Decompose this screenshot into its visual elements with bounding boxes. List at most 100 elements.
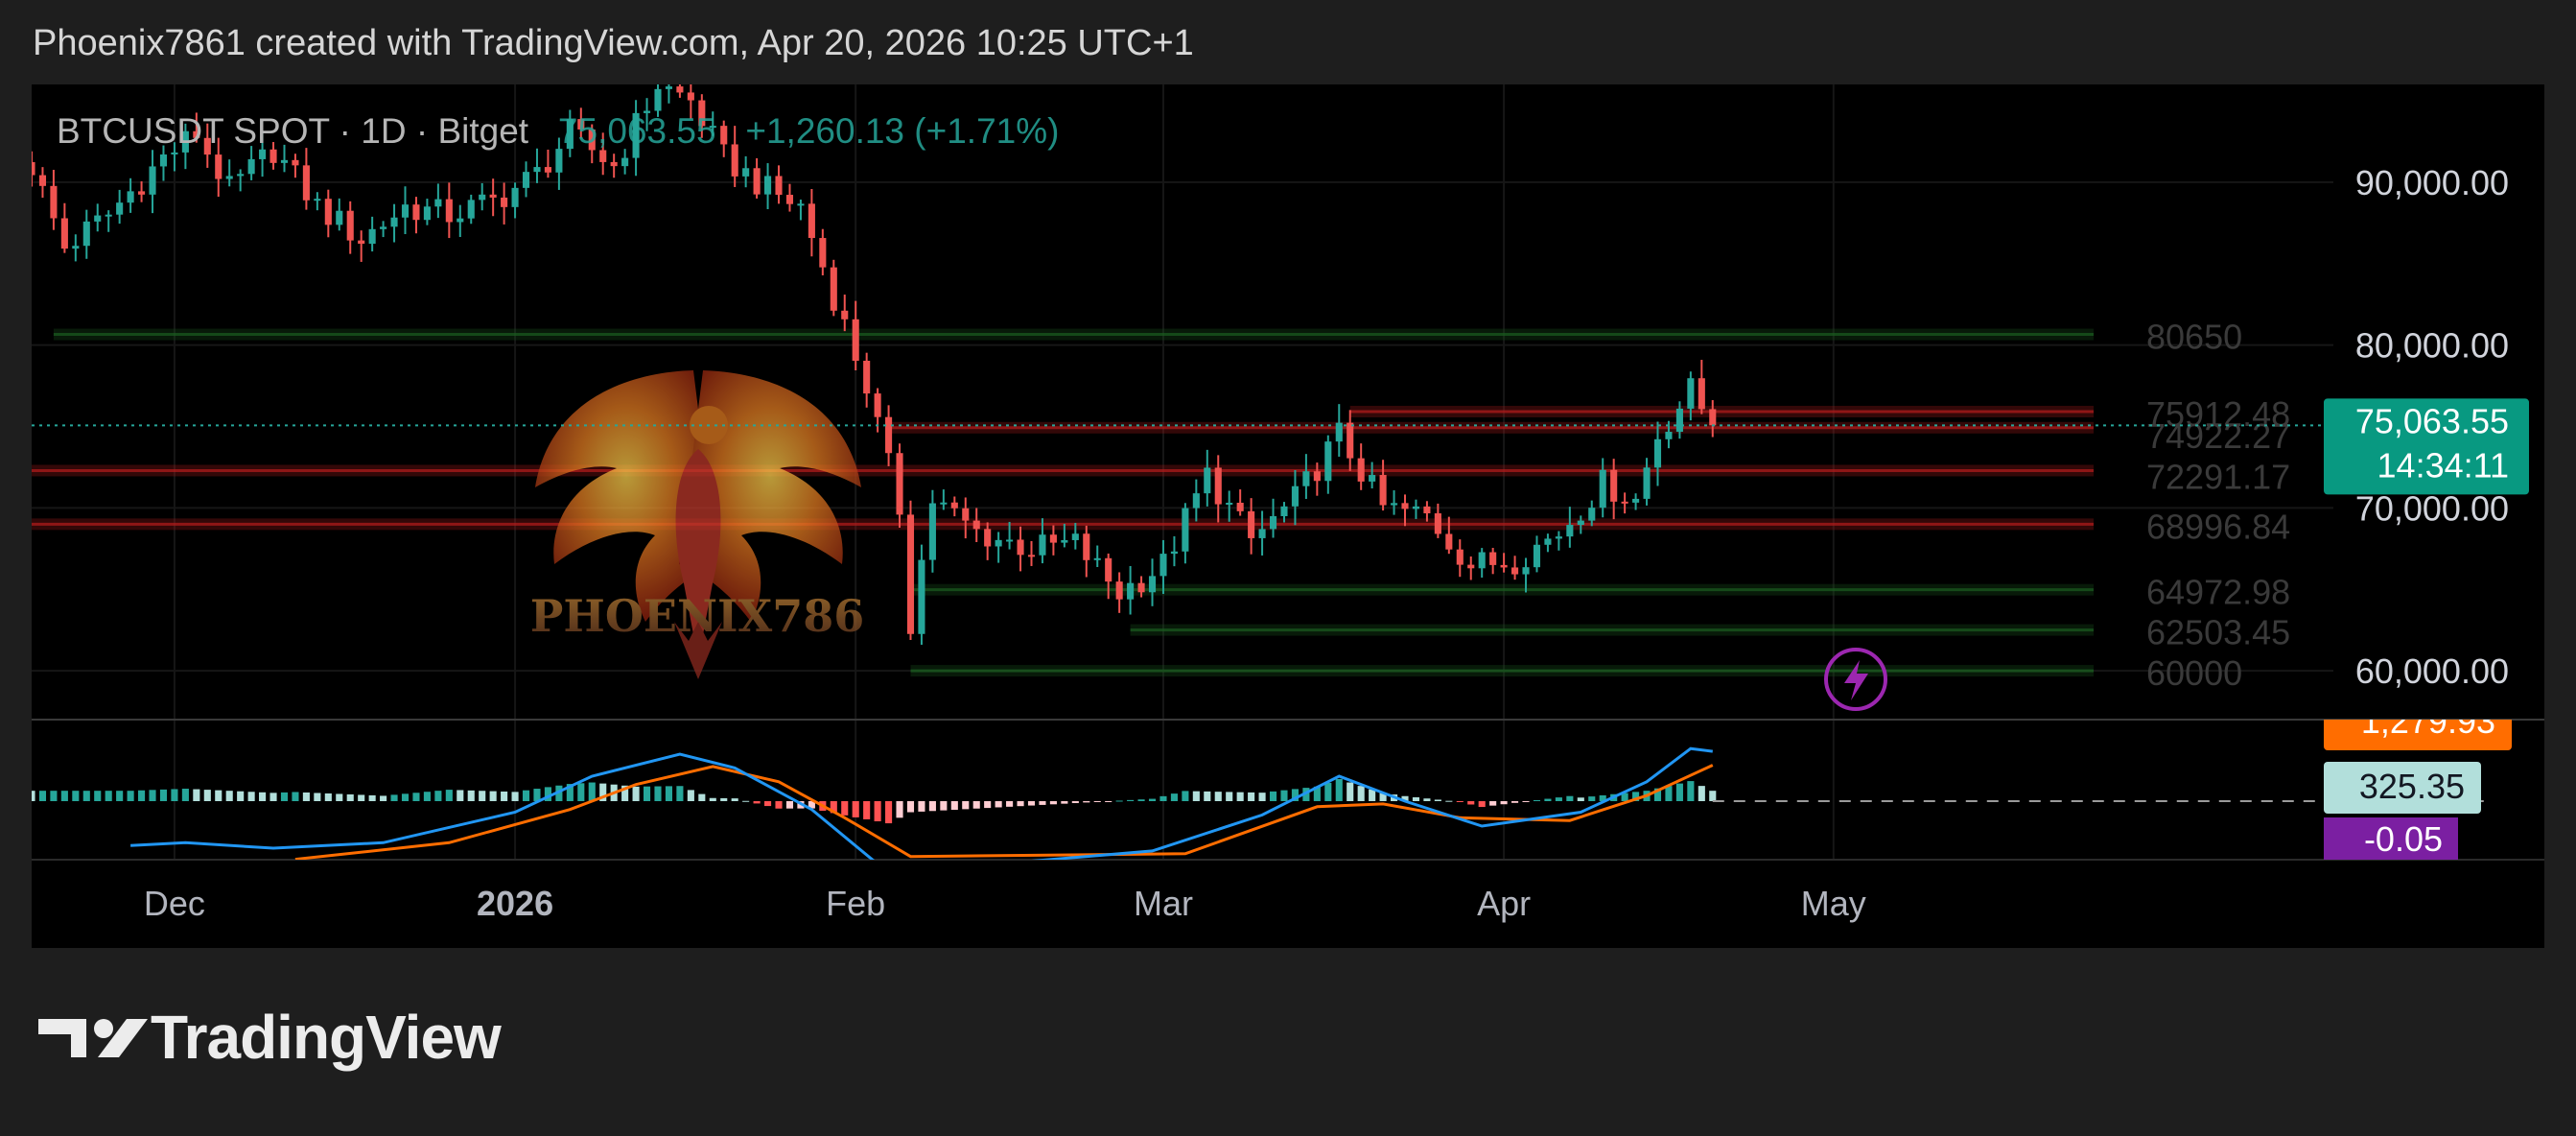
candle[interactable]: [1675, 401, 1683, 439]
candle[interactable]: [237, 169, 245, 192]
candle[interactable]: [621, 149, 629, 175]
candle[interactable]: [1148, 558, 1157, 606]
candle[interactable]: [1412, 499, 1420, 519]
candle[interactable]: [127, 178, 134, 213]
candle[interactable]: [896, 443, 903, 529]
candle[interactable]: [731, 126, 738, 187]
candle[interactable]: [676, 84, 684, 98]
candle[interactable]: [1258, 510, 1266, 556]
candle[interactable]: [467, 194, 475, 225]
candle[interactable]: [434, 183, 442, 219]
candle[interactable]: [138, 180, 146, 202]
candle[interactable]: [709, 111, 716, 136]
candle[interactable]: [1511, 556, 1519, 580]
candle[interactable]: [225, 159, 233, 187]
candle[interactable]: [1369, 462, 1376, 489]
candle[interactable]: [841, 295, 849, 332]
candle[interactable]: [1599, 458, 1606, 518]
candle[interactable]: [764, 163, 772, 210]
candle[interactable]: [302, 148, 310, 210]
candle[interactable]: [785, 183, 794, 212]
candle[interactable]: [247, 146, 255, 180]
candle[interactable]: [1434, 503, 1441, 538]
candle[interactable]: [203, 123, 211, 168]
candle[interactable]: [1478, 548, 1486, 578]
candle[interactable]: [423, 199, 431, 225]
candle[interactable]: [632, 100, 640, 177]
candle[interactable]: [643, 98, 651, 131]
candle[interactable]: [346, 201, 354, 254]
candle[interactable]: [863, 352, 871, 408]
candle[interactable]: [1159, 539, 1167, 594]
candle[interactable]: [1291, 469, 1299, 526]
candle[interactable]: [1105, 553, 1112, 600]
candle[interactable]: [1423, 501, 1431, 522]
candle[interactable]: [1555, 531, 1562, 551]
candle[interactable]: [544, 149, 551, 178]
candle[interactable]: [687, 84, 694, 119]
candle[interactable]: [259, 131, 267, 178]
candle[interactable]: [1347, 410, 1354, 471]
candle[interactable]: [72, 234, 80, 262]
candle[interactable]: [1357, 443, 1365, 490]
candle[interactable]: [1544, 533, 1552, 553]
candle[interactable]: [1137, 576, 1145, 598]
candle[interactable]: [1709, 400, 1717, 438]
candle[interactable]: [984, 522, 992, 560]
candle[interactable]: [1643, 458, 1651, 506]
candle[interactable]: [193, 112, 200, 143]
candle[interactable]: [1632, 493, 1640, 510]
candle[interactable]: [720, 120, 728, 157]
candle[interactable]: [819, 228, 827, 275]
candle[interactable]: [522, 161, 530, 198]
candle[interactable]: [479, 182, 486, 211]
candle[interactable]: [1214, 455, 1222, 523]
candle[interactable]: [577, 107, 585, 139]
candle[interactable]: [665, 84, 673, 104]
candle[interactable]: [995, 532, 1002, 563]
candle[interactable]: [808, 188, 815, 257]
candle[interactable]: [1467, 556, 1475, 580]
candle[interactable]: [610, 154, 618, 178]
candle[interactable]: [1313, 462, 1321, 496]
candle[interactable]: [1115, 572, 1123, 613]
candle[interactable]: [1621, 492, 1628, 514]
candle[interactable]: [171, 142, 178, 172]
candle[interactable]: [698, 94, 706, 138]
candle[interactable]: [50, 170, 58, 230]
candle[interactable]: [1489, 548, 1497, 575]
candle[interactable]: [401, 186, 410, 235]
candle[interactable]: [950, 496, 958, 517]
candle[interactable]: [1093, 545, 1101, 567]
candle[interactable]: [775, 165, 783, 204]
candle[interactable]: [1236, 489, 1244, 516]
candle[interactable]: [1280, 502, 1288, 523]
candle[interactable]: [1302, 454, 1310, 500]
candle[interactable]: [105, 210, 112, 232]
candle[interactable]: [830, 259, 837, 317]
candle[interactable]: [1182, 503, 1189, 564]
candle[interactable]: [445, 182, 453, 239]
candle[interactable]: [852, 300, 859, 371]
candle[interactable]: [533, 148, 541, 183]
candle[interactable]: [654, 84, 662, 117]
candle[interactable]: [1522, 557, 1530, 593]
candle[interactable]: [489, 178, 497, 217]
candle[interactable]: [1248, 498, 1255, 555]
candle[interactable]: [1445, 516, 1453, 555]
candle[interactable]: [314, 192, 321, 211]
candle[interactable]: [336, 198, 343, 231]
candle[interactable]: [1226, 490, 1233, 522]
candle[interactable]: [1456, 539, 1464, 578]
candle[interactable]: [159, 145, 168, 181]
candle[interactable]: [1698, 360, 1705, 414]
candle[interactable]: [501, 182, 508, 225]
candle[interactable]: [181, 123, 189, 170]
candle[interactable]: [1170, 535, 1178, 567]
candle[interactable]: [1027, 540, 1036, 566]
candle[interactable]: [1324, 435, 1332, 494]
candle[interactable]: [82, 209, 90, 259]
candle[interactable]: [1049, 525, 1057, 556]
candle[interactable]: [1390, 490, 1398, 515]
candle[interactable]: [1588, 500, 1596, 527]
